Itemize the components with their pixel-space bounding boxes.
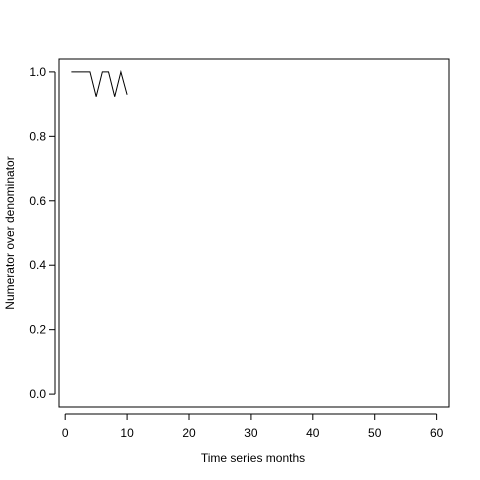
y-tick-label: 0.8 <box>29 129 46 143</box>
plot-frame <box>58 58 450 408</box>
series-lines <box>71 69 128 97</box>
x-tick-label: 50 <box>368 426 382 440</box>
x-axis-label: Time series months <box>201 451 305 465</box>
x-tick-label: 0 <box>62 426 69 440</box>
x-tick-label: 20 <box>182 426 196 440</box>
x-tick-label: 30 <box>244 426 258 440</box>
y-tick-label: 0.0 <box>29 387 46 401</box>
y-tick-label: 0.2 <box>29 323 46 337</box>
y-axis: 0.0 0.2 0.4 0.6 0.8 1.0 <box>29 65 56 401</box>
y-axis-label: Numerator over denominator <box>3 156 17 309</box>
series-line <box>71 69 128 97</box>
y-tick-label: 1.0 <box>29 65 46 79</box>
x-tick-label: 60 <box>430 426 444 440</box>
x-tick-label: 10 <box>120 426 134 440</box>
x-tick-label: 40 <box>306 426 320 440</box>
y-tick-label: 0.4 <box>29 258 46 272</box>
x-axis: 0 10 20 30 40 50 60 <box>62 413 444 440</box>
y-tick-label: 0.6 <box>29 194 46 208</box>
